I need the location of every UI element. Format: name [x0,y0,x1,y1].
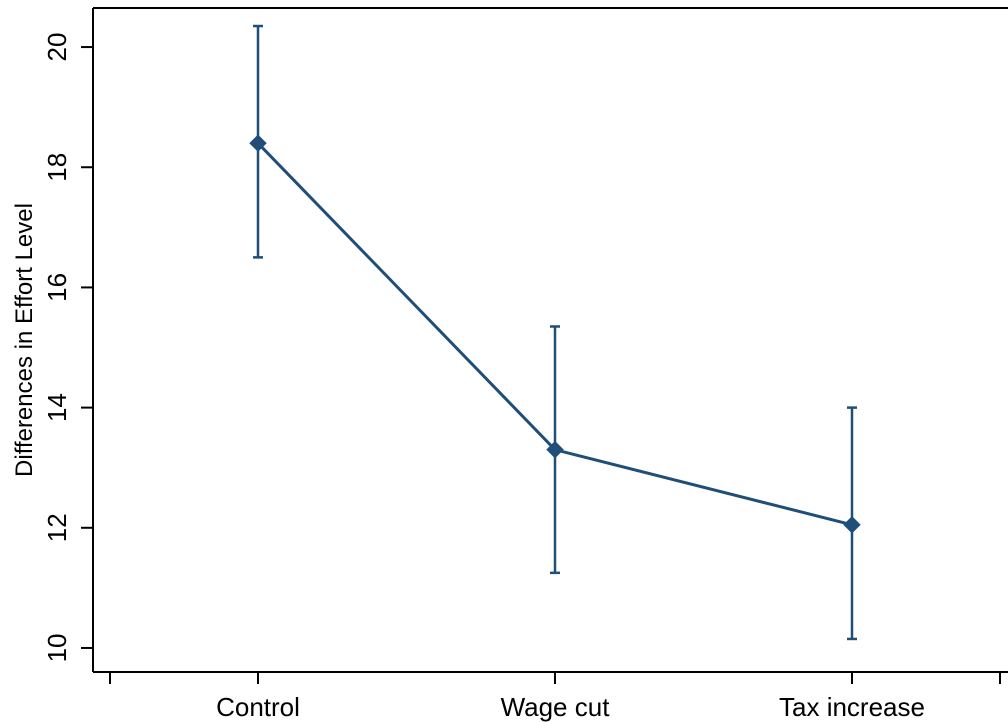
y-tick-label-12: 12 [42,513,72,542]
y-tick-label-14: 14 [42,393,72,422]
series [249,24,861,641]
y-axis-title: Differences in Effort Level [11,203,38,477]
axes: Differences in Effort Level [11,7,1008,673]
y-tick-label-18: 18 [42,153,72,182]
y-tick-label-16: 16 [42,273,72,302]
ticks: 10 12 14 16 18 20 Control Wage cut Tax increase [42,33,1001,722]
data-point-2 [843,516,861,534]
x-tick-label-0: Control [216,692,300,722]
data-point-0 [249,134,267,152]
y-tick-label-20: 20 [42,33,72,62]
data-point-1 [546,440,564,459]
x-tick-label-2: Tax increase [779,692,925,722]
y-tick-label-10: 10 [42,634,72,663]
x-tick-label-1: Wage cut [501,692,611,722]
